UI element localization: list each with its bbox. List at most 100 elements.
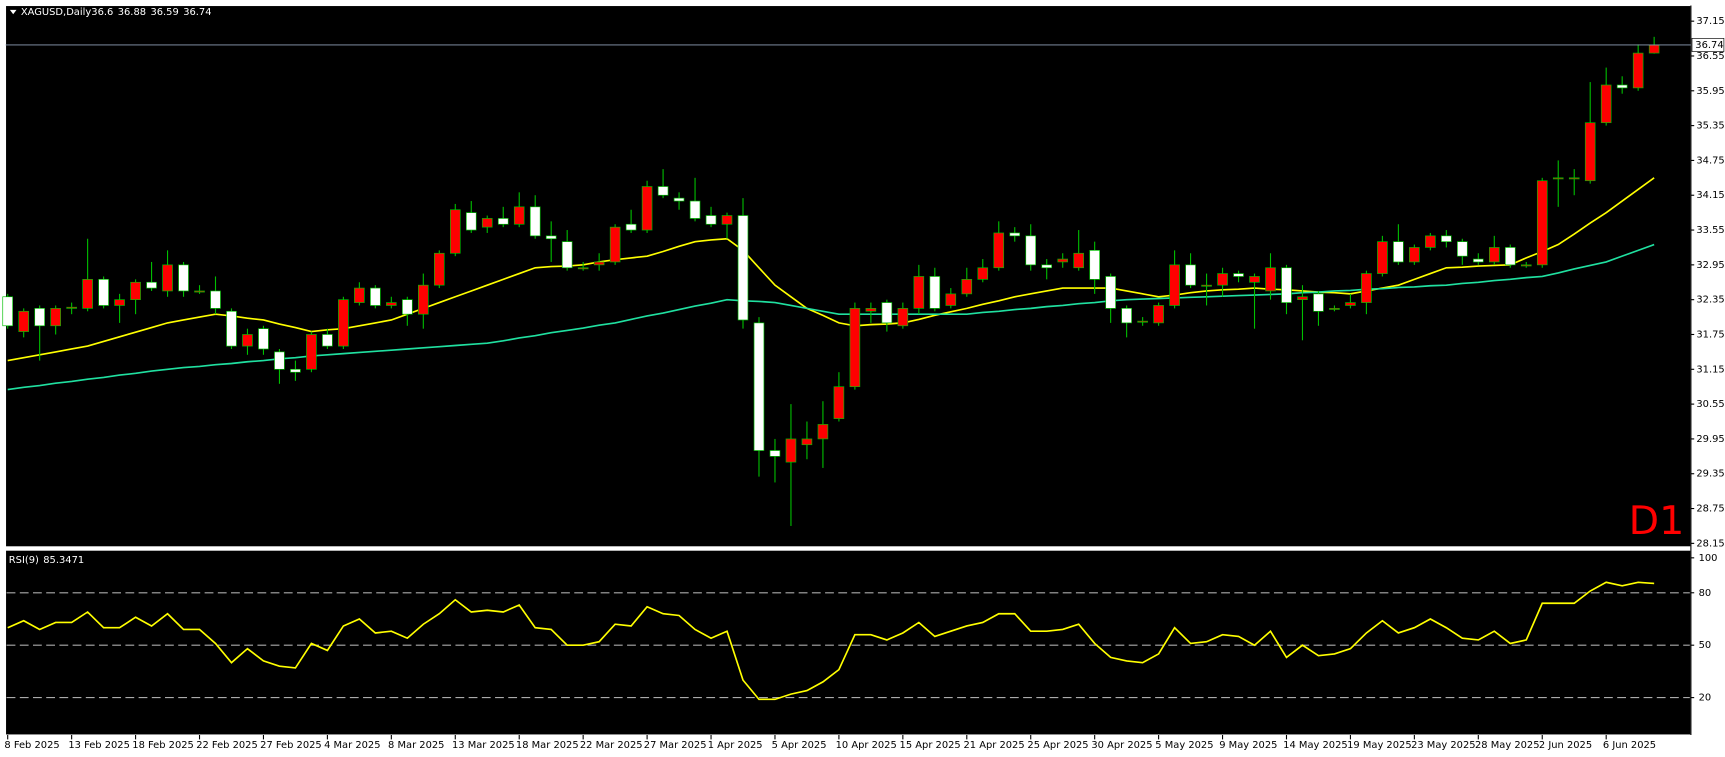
candle-body bbox=[1089, 250, 1100, 280]
candle-body bbox=[689, 200, 701, 219]
rsi-line bbox=[7, 581, 1655, 701]
candle-body bbox=[449, 209, 461, 254]
candle-body bbox=[929, 276, 941, 309]
y-tick-label: 50 bbox=[1699, 640, 1712, 651]
candle-body bbox=[641, 186, 653, 231]
candle-body bbox=[1025, 235, 1037, 266]
candle-body bbox=[881, 302, 893, 324]
x-tick-label: 18 Mar 2025 bbox=[516, 740, 579, 751]
candle-body bbox=[338, 299, 349, 347]
rsi-panel bbox=[4, 549, 1692, 736]
ohlc-close: 36.74 bbox=[183, 7, 211, 18]
candle-body bbox=[1600, 84, 1612, 124]
x-tick-label: 13 Feb 2025 bbox=[68, 740, 130, 751]
symbol-label: XAGUSD,Daily bbox=[21, 7, 91, 18]
x-tick-label: 28 May 2025 bbox=[1475, 740, 1539, 751]
candle-body bbox=[1009, 232, 1021, 237]
candle-body bbox=[1520, 264, 1532, 267]
x-tick-label: 2 Jun 2025 bbox=[1539, 740, 1592, 751]
y-tick-label: 28.75 bbox=[1696, 504, 1724, 515]
x-tick-label: 21 Apr 2025 bbox=[963, 740, 1024, 751]
candle-body bbox=[673, 197, 685, 202]
rsi-name: RSI(9) bbox=[9, 555, 39, 566]
candle-body bbox=[1473, 258, 1484, 263]
candle-body bbox=[545, 235, 557, 240]
candle-body bbox=[98, 279, 109, 306]
candle-body bbox=[993, 232, 1005, 269]
x-tick-label: 18 Feb 2025 bbox=[132, 740, 194, 751]
candle-body bbox=[258, 328, 269, 350]
price-tag bbox=[1691, 38, 1725, 52]
candle-body bbox=[1329, 308, 1340, 310]
candle-body bbox=[1217, 273, 1228, 286]
y-tick-label: 35.35 bbox=[1696, 121, 1724, 132]
candle-body bbox=[1057, 258, 1068, 263]
candle-body bbox=[1313, 293, 1324, 312]
y-tick-label: 34.15 bbox=[1696, 190, 1724, 201]
candle-body bbox=[865, 308, 877, 312]
candle-body bbox=[34, 308, 45, 327]
y-tick-label: 32.95 bbox=[1696, 260, 1724, 271]
candle-body bbox=[290, 368, 301, 373]
candle-body bbox=[705, 215, 717, 225]
y-tick-label: 29.35 bbox=[1696, 469, 1724, 480]
candle-body bbox=[513, 206, 525, 225]
candle-body bbox=[1361, 273, 1372, 303]
candle-body bbox=[306, 334, 317, 370]
candle-body bbox=[1233, 273, 1244, 277]
candle-body bbox=[178, 264, 189, 292]
candle-body bbox=[1281, 267, 1292, 303]
candle-body bbox=[2, 296, 13, 327]
candle-body bbox=[1201, 284, 1212, 287]
x-tick-label: 10 Apr 2025 bbox=[836, 740, 897, 751]
candle-body bbox=[1425, 235, 1436, 248]
candle-body bbox=[737, 215, 749, 321]
candle-body bbox=[1441, 235, 1452, 242]
candle-body bbox=[961, 279, 973, 295]
x-tick-label: 8 Feb 2025 bbox=[4, 740, 59, 751]
candle-body bbox=[82, 279, 93, 309]
candle-body bbox=[210, 290, 221, 309]
candle-body bbox=[561, 241, 573, 269]
y-tick-label: 29.95 bbox=[1696, 434, 1724, 445]
candle-body bbox=[114, 299, 125, 306]
x-tick-label: 19 May 2025 bbox=[1347, 740, 1411, 751]
candle-body bbox=[1552, 177, 1564, 180]
candle-body bbox=[833, 386, 845, 419]
candle-body bbox=[945, 293, 957, 306]
candle-body bbox=[977, 267, 989, 280]
candle-body bbox=[465, 212, 477, 231]
candle-body bbox=[1536, 180, 1548, 266]
candle-body bbox=[418, 284, 429, 315]
x-tick-label: 25 Apr 2025 bbox=[1027, 740, 1088, 751]
candle-body bbox=[146, 281, 157, 289]
candle-body bbox=[801, 438, 813, 446]
candle-body bbox=[1504, 247, 1516, 266]
ohlc-low: 36.59 bbox=[150, 7, 178, 18]
y-tick-label: 31.75 bbox=[1696, 329, 1724, 340]
menu-arrow[interactable] bbox=[9, 9, 17, 15]
y-tick-label: 34.75 bbox=[1696, 155, 1724, 166]
candle-body bbox=[529, 206, 541, 237]
x-tick-label: 6 Jun 2025 bbox=[1603, 740, 1656, 751]
candle-body bbox=[274, 351, 285, 370]
candle-body bbox=[434, 252, 445, 286]
candle-body bbox=[402, 299, 413, 315]
candle-body bbox=[1073, 252, 1084, 269]
candle-body bbox=[322, 334, 333, 347]
ohlc-values: 36.6 36.88 36.59 36.74 bbox=[91, 7, 211, 18]
candle-body bbox=[721, 215, 733, 225]
candle-body bbox=[913, 276, 925, 309]
candle-body bbox=[1393, 241, 1404, 263]
candle-body bbox=[1616, 84, 1628, 89]
x-tick-label: 13 Mar 2025 bbox=[452, 740, 515, 751]
y-tick-label: 37.15 bbox=[1696, 16, 1724, 27]
y-tick-label: 35.95 bbox=[1696, 86, 1724, 97]
candle-body bbox=[1105, 276, 1116, 309]
candle-body bbox=[386, 302, 397, 306]
candle-body bbox=[162, 264, 173, 292]
candle-body bbox=[897, 308, 909, 327]
candle-body bbox=[1297, 296, 1308, 301]
candle-body bbox=[1377, 241, 1388, 274]
